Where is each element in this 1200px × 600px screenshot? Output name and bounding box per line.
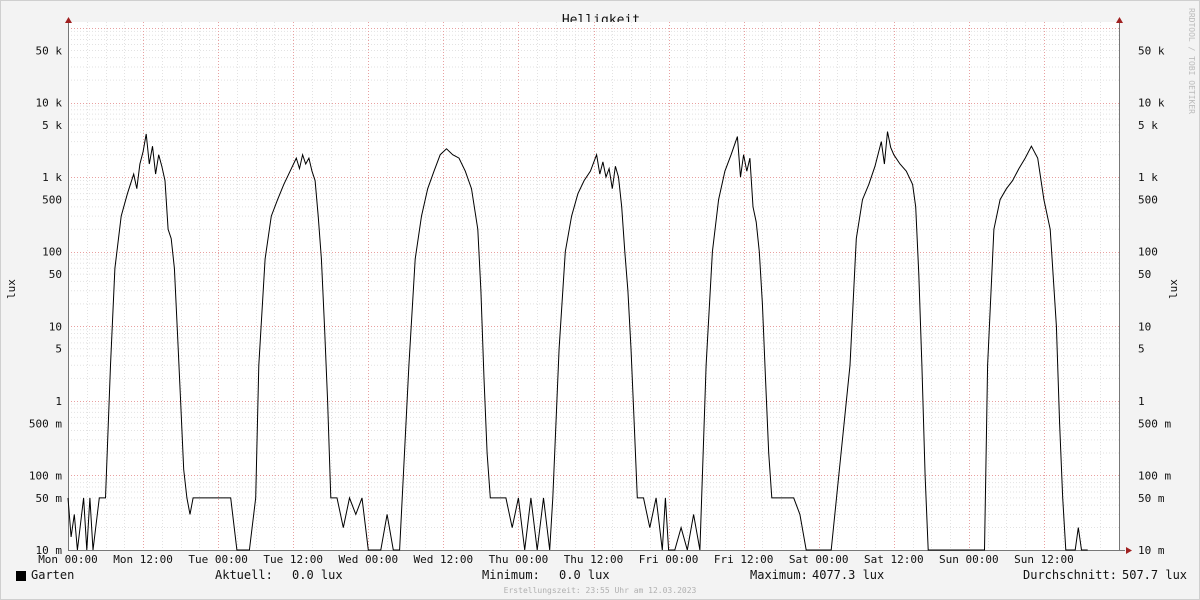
x-tick-label: Fri 12:00 [714, 553, 774, 566]
y-tick-label-right: 100 [1138, 246, 1158, 259]
x-tick-label: Sat 12:00 [864, 553, 924, 566]
aktuell-label: Aktuell: [215, 568, 273, 582]
y-tick-label-left: 500 [42, 194, 62, 207]
y-tick-label-right: 10 k [1138, 97, 1165, 110]
y-tick-label-left: 500 m [29, 417, 62, 430]
maximum-label: Maximum: [750, 568, 808, 582]
y-tick-label-right: 500 m [1138, 417, 1171, 430]
series-line-garten [67, 131, 1088, 551]
x-axis-arrow [1126, 547, 1132, 554]
y-tick-label-right: 1 [1138, 395, 1145, 408]
y-tick-label-left: 10 m [36, 544, 63, 557]
y-tick-label-left: 50 [49, 268, 62, 281]
axis-ticks: 50 k 50 k 10 k 10 k 5 k 5 k 1 k 1 k 500 500 100 100… [29, 44, 1172, 566]
creation-footer: Erstellungszeit: 23:55 Uhr am 12.03.2023 [503, 586, 697, 595]
y-tick-label-left: 1 [55, 395, 62, 408]
x-tick-label: Thu 12:00 [564, 553, 624, 566]
y-tick-label-left: 100 m [29, 469, 62, 482]
x-tick-label: Thu 00:00 [489, 553, 549, 566]
x-tick-label: Sat 00:00 [789, 553, 849, 566]
y-tick-label-left: 5 [55, 343, 62, 356]
y-tick-label-right: 500 [1138, 194, 1158, 207]
x-tick-label: Wed 12:00 [414, 553, 474, 566]
y-tick-label-right: 10 [1138, 320, 1151, 333]
x-tick-label: Tue 00:00 [188, 553, 248, 566]
y-tick-label-right: 50 m [1138, 492, 1165, 505]
y-axis-arrow-right [1116, 17, 1123, 23]
grid [68, 22, 1120, 551]
y-tick-label-right: 50 [1138, 268, 1151, 281]
y-tick-label-right: 10 m [1138, 544, 1165, 557]
x-tick-label: Wed 00:00 [338, 553, 398, 566]
y-axis-label-right: lux [1167, 279, 1180, 299]
legend-series-name: Garten [31, 568, 75, 582]
y-tick-label-right: 5 [1138, 343, 1145, 356]
durchschnitt-label: Durchschnitt: [1023, 568, 1117, 582]
y-tick-label-right: 100 m [1138, 469, 1171, 482]
durchschnitt-value: 507.7 lux [1122, 568, 1188, 582]
x-tick-label: Mon 12:00 [113, 553, 173, 566]
chart-area: Helligkeit lux lux RRDTOOL / TOBI OETIKE… [5, 8, 1196, 566]
y-tick-label-left: 10 [49, 320, 62, 333]
y-tick-label-left: 1 k [42, 171, 62, 184]
legend: Garten Aktuell: 0.0 lux Minimum: 0.0 lux… [1, 568, 1199, 584]
maximum-value: 4077.3 lux [812, 568, 885, 582]
rrdtool-credit: RRDTOOL / TOBI OETIKER [1187, 8, 1196, 114]
x-tick-label: Mon 00:00 [38, 553, 98, 566]
x-tick-label: Sun 00:00 [939, 553, 999, 566]
y-tick-label-left: 10 k [36, 97, 63, 110]
minimum-value: 0.0 lux [559, 568, 610, 582]
y-axis-arrow-left [65, 17, 72, 23]
y-axis-label-left: lux [5, 279, 18, 299]
y-tick-label-right: 1 k [1138, 171, 1158, 184]
y-tick-label-right: 5 k [1138, 119, 1158, 132]
x-tick-label: Sun 12:00 [1014, 553, 1074, 566]
y-tick-label-left: 5 k [42, 119, 62, 132]
y-tick-label-left: 50 m [36, 492, 63, 505]
y-tick-label-left: 100 [42, 246, 62, 259]
aktuell-value: 0.0 lux [292, 568, 343, 582]
y-tick-label-left: 50 k [36, 44, 63, 57]
x-tick-label: Tue 12:00 [263, 553, 323, 566]
minimum-label: Minimum: [482, 568, 540, 582]
series-layer [67, 131, 1088, 551]
y-tick-label-right: 50 k [1138, 44, 1165, 57]
plot-background [68, 22, 1119, 550]
x-tick-label: Fri 00:00 [639, 553, 699, 566]
legend-swatch-garten [16, 571, 26, 581]
